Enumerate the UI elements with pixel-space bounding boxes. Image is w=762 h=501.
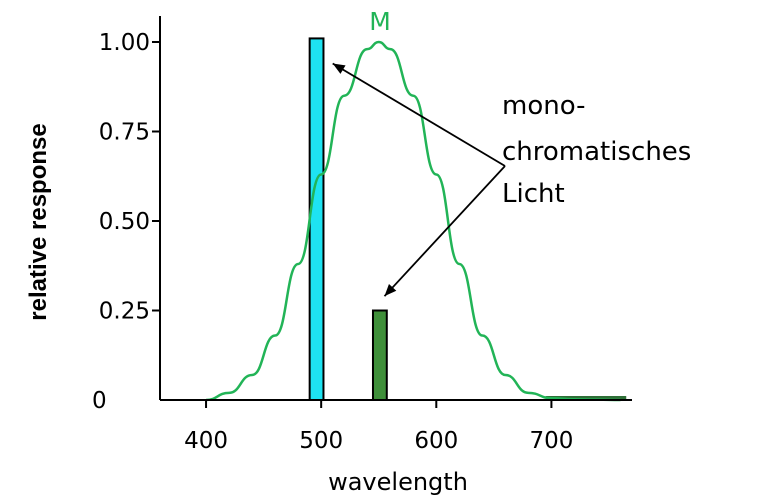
x-tick-label: 400 xyxy=(184,428,228,454)
annotation-line-3: Licht xyxy=(502,179,565,209)
annotation-arrow-2 xyxy=(383,165,506,297)
annotation-line-2: chromatisches xyxy=(502,137,691,167)
bar-2 xyxy=(371,309,388,401)
y-axis-label: relative response xyxy=(25,123,52,320)
y-tick-label: 0 xyxy=(92,388,107,414)
x-axis-label: wavelength xyxy=(328,468,468,496)
y-tick-label: 0.50 xyxy=(99,209,150,235)
annotation-arrowhead-2 xyxy=(384,283,397,297)
y-tick-label: 0.25 xyxy=(99,299,150,325)
curve-label: M xyxy=(369,7,391,36)
y-tick-label: 0.75 xyxy=(99,120,150,146)
annotation-arrowhead-1 xyxy=(332,63,346,74)
x-tick-label: 600 xyxy=(414,428,458,454)
annotation: mono- chromatisches Licht xyxy=(502,91,691,209)
baseline-bar xyxy=(545,396,627,400)
bar-1 xyxy=(308,37,325,401)
spectral-curve xyxy=(205,40,621,402)
annotation-arrows xyxy=(332,62,506,297)
x-tick-label: 700 xyxy=(529,428,573,454)
y-ticks: 0 0.25 0.50 0.75 1.00 xyxy=(92,30,160,414)
plot-area xyxy=(205,37,627,402)
axes xyxy=(159,16,632,401)
annotation-line-1: mono- xyxy=(502,91,585,121)
y-tick-label: 1.00 xyxy=(99,30,150,56)
x-tick-label: 500 xyxy=(299,428,343,454)
x-ticks: 400 500 600 700 xyxy=(184,400,573,454)
annotation-arrow-1 xyxy=(332,62,506,167)
